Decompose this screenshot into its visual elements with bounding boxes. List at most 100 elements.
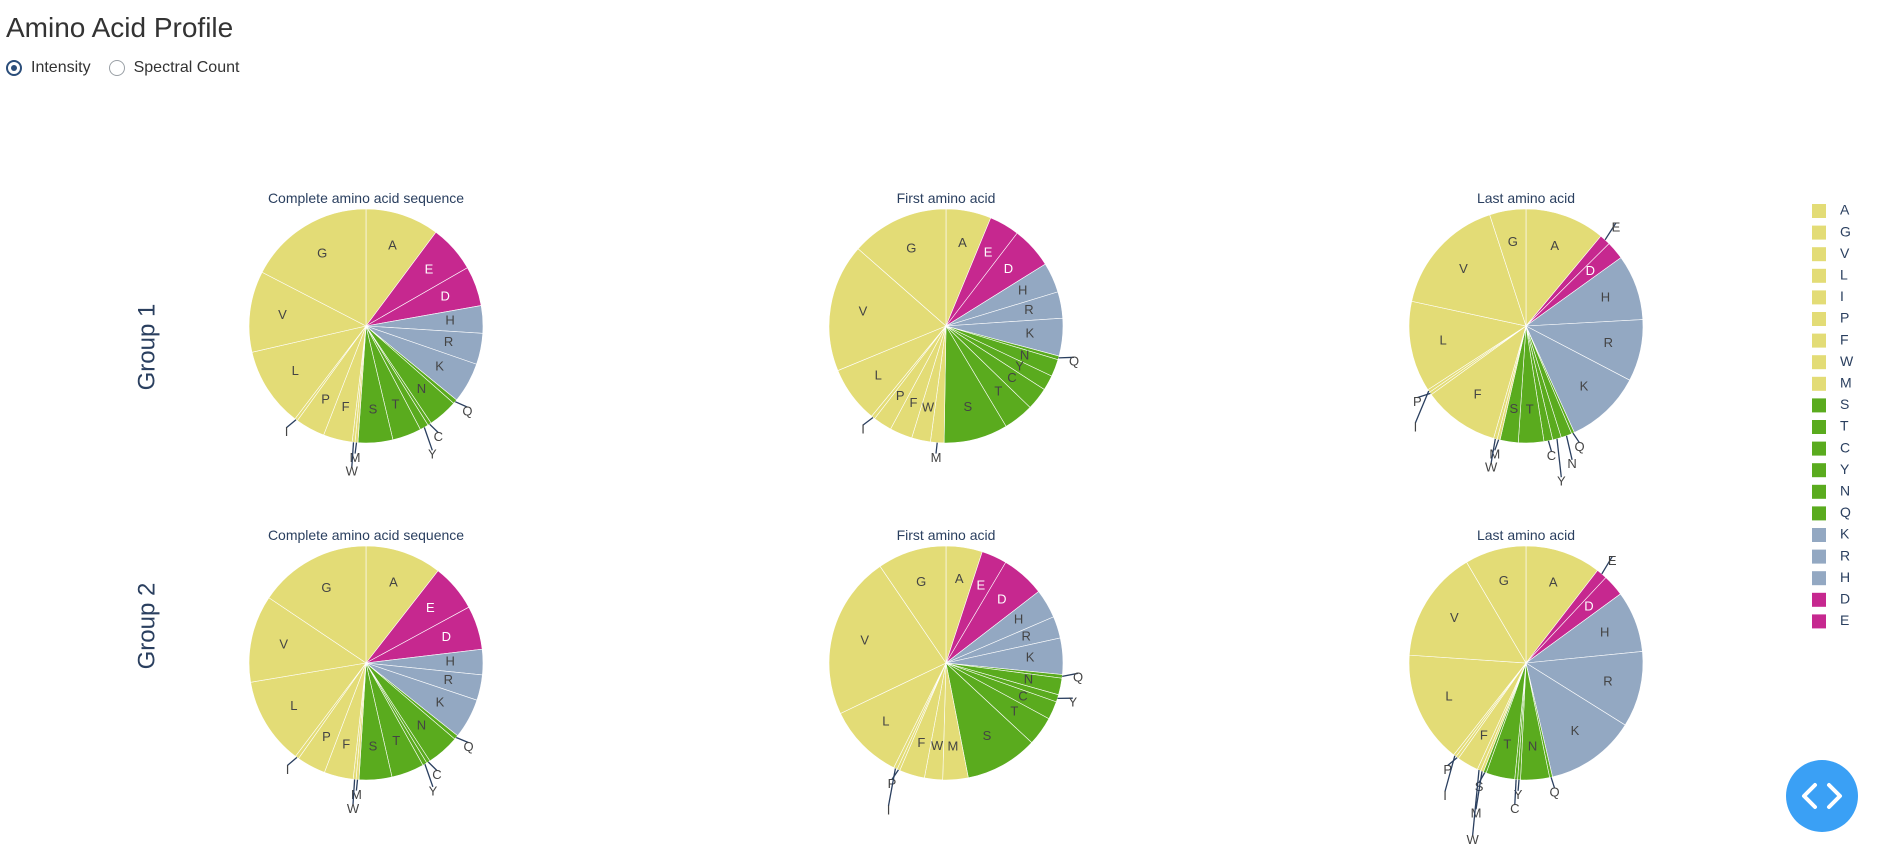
pie-5-label-Q: Q (1073, 670, 1083, 685)
pie-6-label-P: P (1443, 762, 1452, 777)
pie-3-leader-E (1604, 222, 1617, 241)
pie-3-label-W: W (1485, 460, 1498, 475)
pie-4-label-R: R (444, 672, 453, 687)
legend-label-D: D (1840, 591, 1850, 607)
pie-2-label-L: L (875, 367, 882, 382)
pie-3-slice-F (1430, 325, 1527, 439)
pie-1-label-Y: Y (428, 447, 437, 462)
pie-4-label-P: P (322, 729, 331, 744)
pie-2-label-P: P (896, 388, 905, 403)
legend-swatch-L (1812, 268, 1826, 283)
radio-spectral-count[interactable]: Spectral Count (108, 59, 239, 77)
pie-6-label-N: N (1528, 738, 1537, 753)
pie-1-label-S: S (369, 401, 378, 416)
legend-label-K: K (1840, 526, 1850, 542)
pie-5-leader-I (887, 768, 897, 807)
pie-4-label-G: G (321, 580, 331, 595)
pie-6-leader-M (1475, 771, 1483, 810)
pie-4-leader-Q (455, 736, 469, 744)
legend-swatch-R (1812, 549, 1826, 564)
pie-3-label-F: F (1474, 386, 1482, 401)
pie-6-label-I: I (1443, 788, 1447, 803)
radio-spectral-count-indicator[interactable] (108, 60, 125, 76)
pie-4-label-V: V (279, 637, 288, 652)
legend-swatch-W (1812, 355, 1826, 370)
legend-swatch-G (1812, 225, 1826, 240)
radio-intensity-indicator[interactable] (6, 60, 22, 76)
pie-4-label-C: C (432, 767, 441, 782)
pie-4-leader-W (352, 779, 356, 805)
pie-6-title: Last amino acid (1477, 527, 1575, 543)
pie-2-label-A: A (958, 235, 967, 250)
pie-5-label-F: F (917, 735, 925, 750)
pie-5-label-S: S (983, 728, 992, 743)
pie-2-label-H: H (1018, 283, 1027, 298)
pie-5-label-M: M (947, 738, 958, 753)
pie-2-label-Y: Y (1015, 358, 1024, 373)
pie-1-label-R: R (444, 334, 453, 349)
pie-6-label-W: W (1466, 832, 1479, 847)
pie-2-label-F: F (910, 395, 918, 410)
pie-4-label-L: L (290, 698, 297, 713)
pie-6-label-E: E (1608, 553, 1617, 568)
pie-1-leader-I (286, 419, 297, 429)
pie-4-slice-L (250, 662, 367, 757)
pie-2-label-N: N (1020, 348, 1029, 363)
legend-label-L: L (1840, 267, 1848, 283)
pie-1-label-Q: Q (462, 404, 472, 419)
legend-swatch-H (1812, 571, 1826, 586)
pie-3-leader-W (1490, 438, 1496, 464)
pie-1-label-M: M (350, 450, 361, 465)
pie-4-label-K: K (436, 695, 445, 710)
pie-1-label-G: G (317, 245, 327, 260)
pie-5-label-Y: Y (1068, 695, 1077, 710)
pie-5-label-D: D (997, 591, 1006, 606)
pie-1-label-H: H (445, 313, 454, 328)
code-toggle-button[interactable] (1786, 760, 1858, 832)
pie-3-title: Last amino acid (1477, 190, 1575, 206)
legend-label-E: E (1840, 612, 1849, 628)
pie-6-label-L: L (1445, 689, 1452, 704)
pie-3-label-G: G (1508, 234, 1518, 249)
pie-6-label-T: T (1503, 737, 1511, 752)
pie-4-label-M: M (351, 787, 362, 802)
pie-5-label-R: R (1022, 629, 1031, 644)
legend-swatch-T (1812, 420, 1826, 434)
row-label-1: Group 1 (133, 304, 160, 391)
legend-label-S: S (1840, 396, 1849, 412)
legend-label-P: P (1840, 310, 1849, 326)
legend-label-G: G (1840, 223, 1851, 239)
pie-3-label-E: E (1612, 219, 1621, 234)
pie-3-label-P: P (1413, 394, 1422, 409)
pie-6-label-F: F (1480, 727, 1488, 742)
pie-5-label-K: K (1026, 650, 1035, 665)
page-title: Amino Acid Profile (6, 12, 234, 43)
legend-swatch-N (1812, 484, 1826, 499)
pie-6-label-V: V (1450, 610, 1459, 625)
pie-6-label-G: G (1499, 573, 1509, 588)
pie-2-label-M: M (931, 450, 942, 465)
pie-6-label-Q: Q (1549, 784, 1559, 799)
pie-4-label-E: E (426, 600, 435, 615)
pie-5-slice-S (945, 662, 1033, 779)
pie-6-leader-E (1601, 556, 1613, 575)
pie-6-slice-L (1408, 654, 1527, 756)
pie-2-label-Q: Q (1069, 354, 1079, 369)
pie-3-leader-Q (1572, 432, 1581, 444)
pie-5-label-T: T (1010, 704, 1018, 719)
pie-1-label-F: F (342, 399, 350, 414)
pie-2-label-W: W (922, 400, 935, 415)
pie-3-label-C: C (1547, 448, 1556, 463)
pie-6-leader-C (1514, 779, 1517, 805)
pie-5-label-P: P (888, 776, 897, 791)
pie-3-leader-M (1494, 439, 1500, 451)
pie-4-label-T: T (392, 733, 400, 748)
pie-2-label-E: E (984, 244, 993, 259)
pie-4-label-Q: Q (464, 739, 474, 754)
pie-5-label-E: E (976, 578, 985, 593)
pie-2-label-C: C (1007, 370, 1016, 385)
pie-3-leader-C (1547, 440, 1553, 452)
radio-intensity[interactable]: Intensity (6, 59, 91, 77)
pie-5-slice-G (879, 545, 947, 664)
